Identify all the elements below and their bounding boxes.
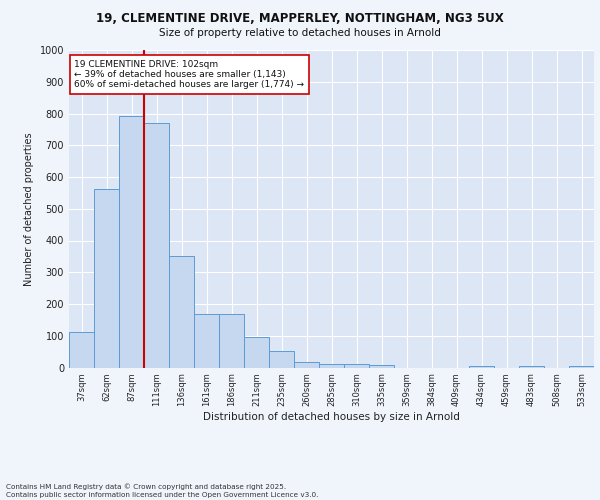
X-axis label: Distribution of detached houses by size in Arnold: Distribution of detached houses by size … (203, 412, 460, 422)
Bar (69, 332, 94, 368)
Bar (369, 365, 394, 368)
Y-axis label: Number of detached properties: Number of detached properties (24, 132, 34, 286)
Text: Contains HM Land Registry data © Crown copyright and database right 2025.
Contai: Contains HM Land Registry data © Crown c… (6, 484, 319, 498)
Text: 19, CLEMENTINE DRIVE, MAPPERLEY, NOTTINGHAM, NG3 5UX: 19, CLEMENTINE DRIVE, MAPPERLEY, NOTTING… (96, 12, 504, 26)
Bar (569, 366, 594, 368)
Bar (94, 189, 119, 368)
Bar (519, 366, 544, 368)
Bar (194, 314, 219, 368)
Bar (469, 366, 494, 368)
Bar (319, 364, 344, 368)
Bar (244, 336, 269, 368)
Bar (169, 256, 194, 368)
Text: Size of property relative to detached houses in Arnold: Size of property relative to detached ho… (159, 28, 441, 38)
Bar (219, 314, 244, 368)
Bar (269, 350, 294, 368)
Bar (294, 362, 319, 368)
Bar (344, 364, 369, 368)
Bar (144, 123, 169, 368)
Text: 19 CLEMENTINE DRIVE: 102sqm
← 39% of detached houses are smaller (1,143)
60% of : 19 CLEMENTINE DRIVE: 102sqm ← 39% of det… (74, 60, 304, 90)
Bar (119, 116, 144, 368)
